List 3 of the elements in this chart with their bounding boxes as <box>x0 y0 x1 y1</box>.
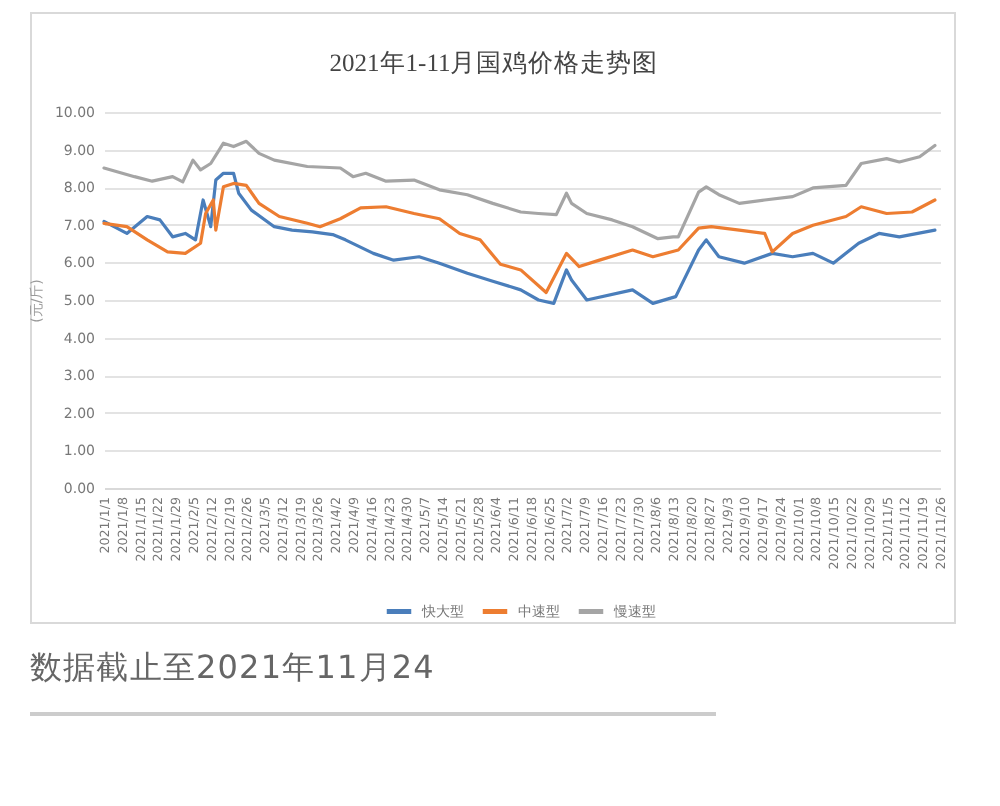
chart-title: 2021年1-11月国鸡价格走势图 <box>329 49 659 77</box>
line-series <box>102 139 937 241</box>
text: 数据截止至2021年11月24 <box>30 646 435 690</box>
